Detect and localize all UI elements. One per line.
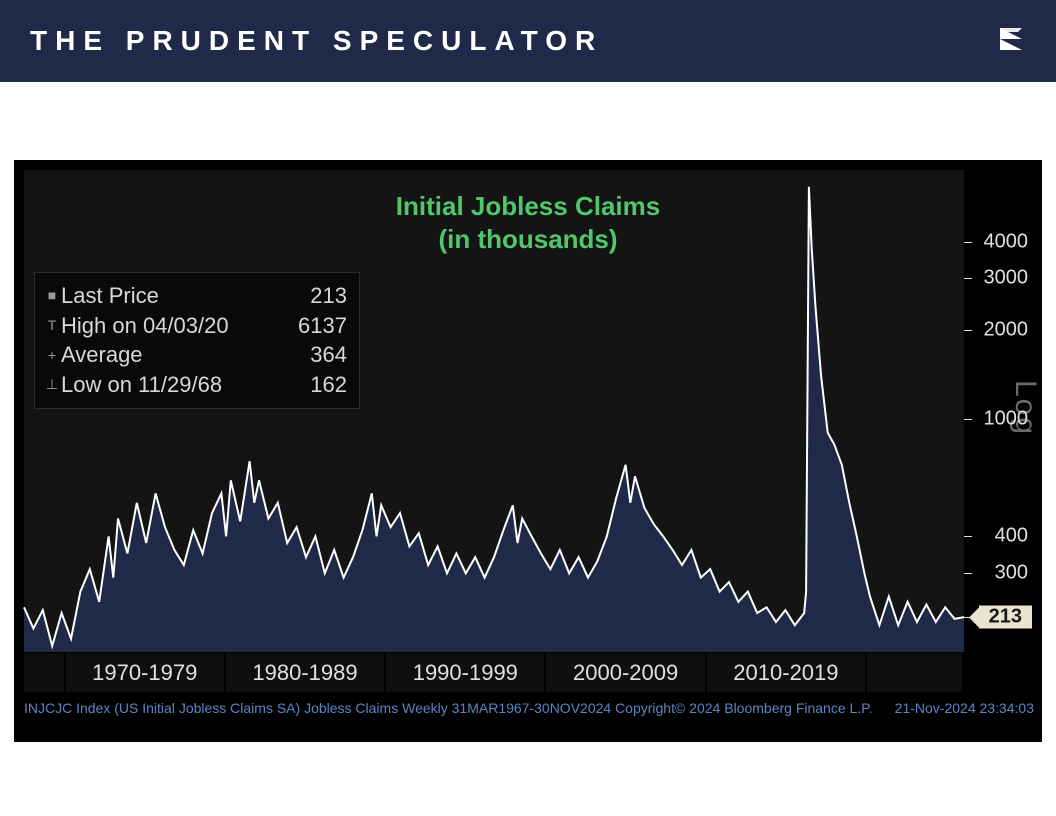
stat-value: 6137 [287, 311, 347, 341]
stat-row: THigh on 04/03/206137 [43, 311, 347, 341]
stats-box: ■Last Price213THigh on 04/03/206137+Aver… [34, 272, 360, 409]
stat-value: 162 [287, 370, 347, 400]
stat-marker: T [43, 311, 61, 341]
brand-title: THE PRUDENT SPECULATOR [30, 25, 603, 57]
stat-marker: ■ [43, 281, 61, 311]
x-axis-label: 2000-2009 [546, 653, 706, 692]
stat-value: 364 [287, 340, 347, 370]
y-tick-mark [964, 330, 972, 331]
x-axis-label: 1980-1989 [226, 653, 386, 692]
y-tick-mark [964, 278, 972, 279]
site-header: THE PRUDENT SPECULATOR [0, 0, 1056, 82]
stat-row: ⊥Low on 11/29/68162 [43, 370, 347, 400]
y-axis-tick: 2000 [984, 319, 1029, 342]
area-fill [24, 187, 964, 662]
x-axis-label: 2010-2019 [707, 653, 867, 692]
bloomberg-chart-panel: Initial Jobless Claims (in thousands) ■L… [14, 160, 1042, 742]
x-axis-pad [24, 653, 66, 692]
stat-label: High on 04/03/20 [61, 311, 281, 341]
chart-footer: INJCJC Index (US Initial Jobless Claims … [24, 700, 1034, 716]
y-axis-tick: 400 [995, 525, 1028, 548]
y-tick-mark [964, 242, 972, 243]
stat-row: ■Last Price213 [43, 281, 347, 311]
stat-label: Last Price [61, 281, 281, 311]
y-tick-mark [964, 536, 972, 537]
stat-marker: + [43, 340, 61, 370]
y-tick-mark [964, 419, 972, 420]
x-axis: 1970-19791980-19891990-19992000-20092010… [24, 652, 964, 692]
y-axis-tick: 1000 [984, 408, 1029, 431]
stat-row: +Average364 [43, 340, 347, 370]
footer-timestamp: 21-Nov-2024 23:34:03 [895, 700, 1034, 716]
y-axis-tick: 3000 [984, 267, 1029, 290]
y-axis-tick: 4000 [984, 230, 1029, 253]
stat-value: 213 [287, 281, 347, 311]
stat-marker: ⊥ [43, 370, 61, 400]
brand-logo-icon [996, 24, 1026, 59]
x-axis-end [867, 653, 964, 692]
x-axis-label: 1970-1979 [66, 653, 226, 692]
stat-label: Low on 11/29/68 [61, 370, 281, 400]
y-tick-mark [964, 573, 972, 574]
chart-title: Initial Jobless Claims (in thousands) [14, 190, 1042, 255]
stat-label: Average [61, 340, 281, 370]
x-axis-label: 1990-1999 [386, 653, 546, 692]
content-area: Initial Jobless Claims (in thousands) ■L… [0, 82, 1056, 742]
y-axis-tick: 300 [995, 562, 1028, 585]
footer-left: INJCJC Index (US Initial Jobless Claims … [24, 700, 873, 716]
last-value-badge: 213 [979, 606, 1032, 629]
